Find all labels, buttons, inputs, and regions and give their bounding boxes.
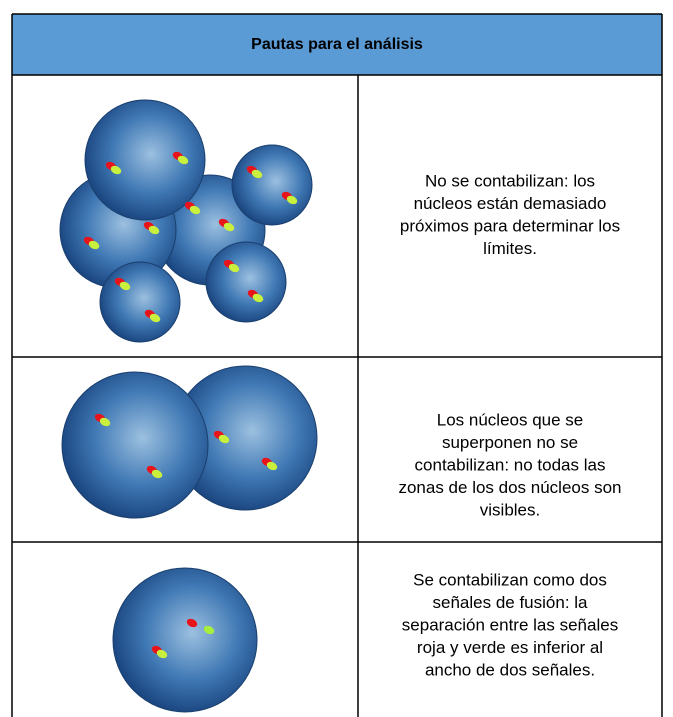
cell-text-line: contabilizan: no todas las	[415, 455, 606, 474]
cell-text-line: Se contabilizan como dos	[413, 570, 607, 589]
nuclei-illustrations	[59, 99, 318, 713]
cell-text-line: roja y verde es inferior al	[417, 638, 603, 657]
green-signal	[266, 461, 278, 471]
header-background	[12, 14, 662, 75]
green-signal	[119, 281, 131, 291]
nucleus	[99, 261, 181, 343]
cell-text-line: No se contabilizan: los	[425, 172, 595, 191]
nucleus	[112, 567, 258, 713]
green-signal	[151, 469, 163, 479]
cell-text-line: visibles.	[480, 500, 540, 519]
header-title: Pautas para el análisis	[251, 36, 423, 53]
green-signal	[156, 649, 168, 659]
cell-text-line: señales de fusión: la	[433, 593, 589, 612]
green-signal	[99, 417, 111, 427]
red-signal	[186, 618, 198, 628]
green-signal	[177, 155, 189, 165]
cell-text-line: superponen no se	[442, 433, 578, 452]
green-signal	[88, 240, 100, 250]
green-signal	[149, 313, 161, 323]
green-signal	[228, 263, 240, 273]
green-signal	[148, 225, 160, 235]
green-signal	[251, 169, 263, 179]
cell-text-line: próximos para determinar los	[400, 217, 620, 236]
green-signal	[110, 165, 122, 175]
cell-text-line: núcleos están demasiado	[414, 194, 607, 213]
green-signal	[223, 222, 235, 232]
green-signal	[203, 625, 215, 635]
cell-texts: No se contabilizan: los núcleos están dem…	[398, 172, 621, 680]
nucleus	[231, 144, 313, 226]
cell-text-line: ancho de dos señales.	[425, 660, 595, 679]
green-signal	[252, 293, 264, 303]
green-signal	[189, 205, 201, 215]
nucleus	[84, 99, 206, 221]
cell-text-line: separación entre las señales	[402, 615, 618, 634]
green-signal	[286, 195, 298, 205]
nucleus	[205, 241, 287, 323]
cell-text-line: zonas de los dos núcleos son	[398, 478, 621, 497]
table-borders	[11, 13, 663, 717]
cell-text-line: límites.	[483, 239, 537, 258]
nucleus	[61, 371, 209, 519]
green-signal	[218, 434, 230, 444]
cell-text-line: Los núcleos que se	[437, 410, 584, 429]
